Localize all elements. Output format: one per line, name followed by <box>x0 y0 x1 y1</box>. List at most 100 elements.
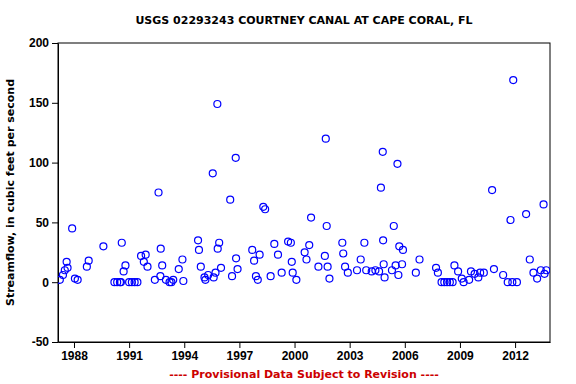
data-point <box>140 258 147 265</box>
data-point <box>251 257 258 264</box>
data-point <box>216 239 223 246</box>
data-point <box>254 276 261 283</box>
data-point <box>214 100 221 107</box>
data-point <box>271 240 278 247</box>
y-tick: 0 <box>42 276 58 290</box>
data-point <box>392 262 399 269</box>
data-point <box>500 272 507 279</box>
y-tick-label: -50 <box>32 335 50 349</box>
data-point <box>507 217 514 224</box>
y-tick: 100 <box>29 156 58 170</box>
x-tick-label: 2012 <box>502 349 529 363</box>
data-point <box>395 272 402 279</box>
data-point <box>267 273 274 280</box>
data-point <box>180 278 187 285</box>
y-tick-mark <box>52 163 58 164</box>
data-point <box>229 273 236 280</box>
data-point <box>301 249 308 256</box>
y-tick-mark <box>52 342 58 343</box>
data-point <box>510 77 517 84</box>
chart-container: USGS 02293243 COURTNEY CANAL AT CAPE COR… <box>0 0 576 384</box>
x-tick-mark <box>184 342 185 348</box>
data-point <box>340 250 347 257</box>
data-point <box>388 267 395 274</box>
data-point <box>466 276 473 283</box>
y-tick-label: 50 <box>36 216 50 230</box>
data-point <box>100 243 107 250</box>
x-tick-mark <box>515 342 516 348</box>
data-point <box>293 276 300 283</box>
plot-frame <box>58 43 550 342</box>
x-tick-mark <box>350 342 351 348</box>
y-tick-mark <box>52 103 58 104</box>
data-point <box>303 256 310 263</box>
data-point <box>85 257 92 264</box>
data-point <box>64 264 71 271</box>
data-point <box>306 242 313 249</box>
data-point <box>118 239 125 246</box>
data-point <box>412 269 419 276</box>
data-point <box>175 266 182 273</box>
data-point <box>315 263 322 270</box>
chart-svg: USGS 02293243 COURTNEY CANAL AT CAPE COR… <box>0 0 576 384</box>
data-point <box>170 276 177 283</box>
data-point <box>326 275 333 282</box>
data-point <box>122 262 129 269</box>
data-point <box>249 246 256 253</box>
x-tick-label: 1994 <box>171 349 198 363</box>
y-tick-label: 150 <box>29 96 49 110</box>
data-point <box>142 251 149 258</box>
data-point <box>540 201 547 208</box>
data-point <box>74 276 81 283</box>
data-point <box>155 189 162 196</box>
x-tick-mark <box>295 342 296 348</box>
x-tick-mark <box>129 342 130 348</box>
data-point <box>159 262 166 269</box>
data-point <box>416 256 423 263</box>
data-point <box>69 225 76 232</box>
y-axis-line <box>58 44 59 343</box>
chart-title: USGS 02293243 COURTNEY CANAL AT CAPE COR… <box>135 14 472 27</box>
data-point <box>380 261 387 268</box>
plot-area <box>58 77 550 286</box>
data-point <box>116 279 123 286</box>
data-point <box>354 267 361 274</box>
x-tick-label: 2003 <box>337 349 364 363</box>
x-tick: 1994 <box>171 342 198 363</box>
data-point <box>256 251 263 258</box>
x-tick-mark <box>405 342 406 348</box>
data-point <box>390 222 397 229</box>
data-point <box>339 239 346 246</box>
x-tick-mark <box>74 342 75 348</box>
data-point <box>197 263 204 270</box>
x-axis: 198819911994199720002003200620092012 <box>59 342 551 363</box>
data-point <box>209 170 216 177</box>
data-point <box>227 196 234 203</box>
data-point <box>534 275 541 282</box>
data-point <box>278 269 285 276</box>
x-tick: 2000 <box>282 342 309 363</box>
data-point <box>489 187 496 194</box>
data-point <box>195 237 202 244</box>
data-point <box>234 266 241 273</box>
y-tick-label: 200 <box>29 36 49 50</box>
data-point <box>379 148 386 155</box>
x-tick: 2012 <box>502 342 529 363</box>
data-point <box>513 279 520 286</box>
data-point <box>195 246 202 253</box>
data-point <box>490 266 497 273</box>
data-point <box>287 239 294 246</box>
x-tick-mark <box>460 342 461 348</box>
data-point <box>399 261 406 268</box>
y-tick: 150 <box>29 96 58 110</box>
data-point <box>361 239 368 246</box>
data-point <box>344 269 351 276</box>
x-tick-label: 1991 <box>116 349 143 363</box>
y-axis: -50 0 50 100 150 200 <box>29 36 59 349</box>
data-point <box>262 206 269 213</box>
x-tick-label: 1997 <box>227 349 254 363</box>
y-tick: -50 <box>32 335 58 349</box>
data-point <box>543 267 550 274</box>
y-tick-mark <box>52 43 58 44</box>
x-tick-label: 2000 <box>282 349 309 363</box>
